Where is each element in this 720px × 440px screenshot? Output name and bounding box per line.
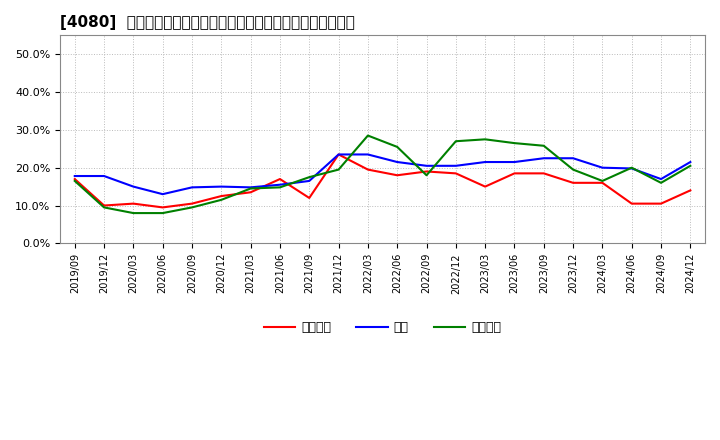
売上債権: [129, 201, 138, 206]
在庫: [305, 178, 314, 183]
買入債務: [657, 180, 665, 186]
買入債務: [627, 165, 636, 170]
在庫: [569, 156, 577, 161]
在庫: [71, 173, 79, 179]
売上債権: [246, 190, 255, 195]
買入債務: [510, 140, 519, 146]
買入債務: [686, 163, 695, 169]
買入債務: [158, 210, 167, 216]
在庫: [510, 159, 519, 165]
Line: 買入債務: 買入債務: [75, 136, 690, 213]
売上債権: [627, 201, 636, 206]
買入債務: [100, 205, 109, 210]
在庫: [422, 163, 431, 169]
在庫: [364, 152, 372, 157]
売上債権: [217, 194, 225, 199]
在庫: [158, 191, 167, 197]
在庫: [100, 173, 109, 179]
買入債務: [305, 175, 314, 180]
売上債権: [393, 172, 402, 178]
買入債務: [539, 143, 548, 148]
買入債務: [451, 139, 460, 144]
在庫: [481, 159, 490, 165]
在庫: [686, 159, 695, 165]
Line: 売上債権: 売上債権: [75, 154, 690, 207]
在庫: [598, 165, 607, 170]
Text: [4080]  売上債権、在庫、買入債務の総資産に対する比率の推移: [4080] 売上債権、在庫、買入債務の総資産に対する比率の推移: [60, 15, 355, 30]
Line: 在庫: 在庫: [75, 154, 690, 194]
買入債務: [598, 178, 607, 183]
在庫: [451, 163, 460, 169]
在庫: [217, 184, 225, 189]
買入債務: [364, 133, 372, 138]
売上債権: [422, 169, 431, 174]
買入債務: [422, 172, 431, 178]
売上債権: [100, 203, 109, 208]
売上債権: [481, 184, 490, 189]
買入債務: [334, 167, 343, 172]
在庫: [276, 182, 284, 187]
在庫: [627, 166, 636, 171]
在庫: [393, 159, 402, 165]
売上債権: [158, 205, 167, 210]
買入債務: [569, 167, 577, 172]
買入債務: [71, 178, 79, 183]
買入債務: [481, 137, 490, 142]
売上債権: [71, 176, 79, 182]
買入債務: [276, 185, 284, 190]
買入債務: [217, 197, 225, 202]
在庫: [334, 152, 343, 157]
売上債権: [657, 201, 665, 206]
売上債権: [686, 188, 695, 193]
売上債権: [510, 171, 519, 176]
買入債務: [129, 210, 138, 216]
Legend: 売上債権, 在庫, 買入債務: 売上債権, 在庫, 買入債務: [258, 316, 506, 339]
在庫: [246, 185, 255, 190]
売上債権: [364, 167, 372, 172]
買入債務: [246, 186, 255, 191]
売上債権: [276, 176, 284, 182]
買入債務: [188, 205, 197, 210]
売上債権: [598, 180, 607, 186]
在庫: [129, 184, 138, 189]
売上債権: [334, 152, 343, 157]
売上債権: [305, 195, 314, 201]
売上債権: [539, 171, 548, 176]
売上債権: [451, 171, 460, 176]
在庫: [188, 185, 197, 190]
売上債権: [188, 201, 197, 206]
在庫: [539, 156, 548, 161]
買入債務: [393, 144, 402, 150]
在庫: [657, 176, 665, 182]
売上債権: [569, 180, 577, 186]
